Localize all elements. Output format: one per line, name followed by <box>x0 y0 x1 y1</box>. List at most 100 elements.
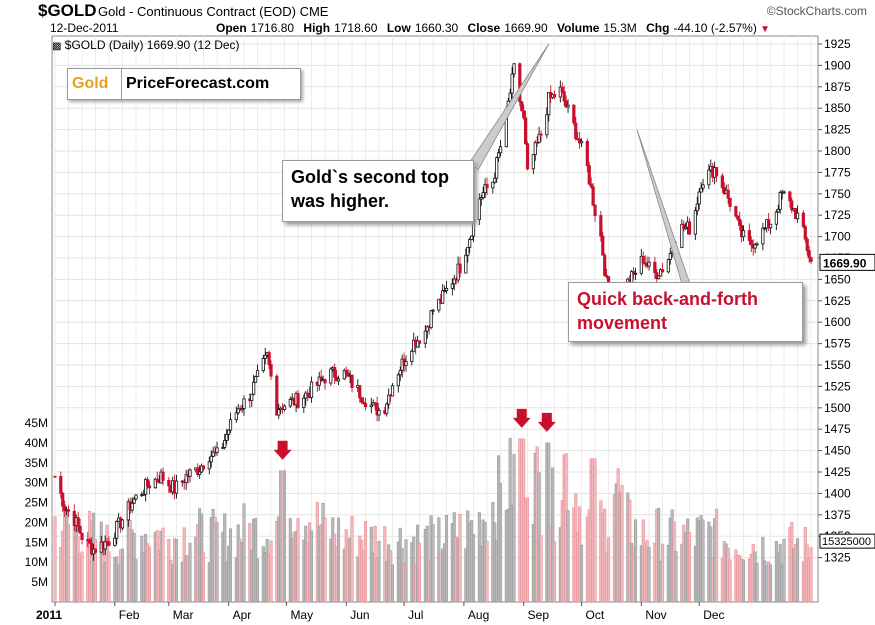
candle-body <box>552 94 557 98</box>
candle-body <box>130 502 134 511</box>
price-candle <box>552 90 557 100</box>
price-candle <box>211 446 215 458</box>
price-candle <box>429 310 433 330</box>
volume-bar <box>809 547 813 603</box>
candle-body <box>801 212 805 228</box>
price-candle <box>734 205 738 218</box>
volume-tick-label: 25M <box>25 496 48 510</box>
volume-bar <box>229 528 233 603</box>
price-candle <box>498 139 503 157</box>
price-candle <box>375 396 379 422</box>
price-candle <box>481 186 485 200</box>
last-price-label: 1669.90 <box>823 256 867 270</box>
candle-body <box>493 177 497 183</box>
candle-body <box>657 275 661 280</box>
price-candle <box>468 237 472 254</box>
down-arrow-icon <box>537 412 556 432</box>
date-tick-label: Jun <box>350 608 369 622</box>
candle-body <box>560 86 564 93</box>
volume-tick-label: 5M <box>31 575 48 589</box>
price-candle <box>336 375 341 386</box>
candle-body <box>747 230 751 241</box>
candle-body <box>761 227 765 245</box>
price-candle <box>342 368 346 381</box>
candle-body <box>120 519 125 529</box>
price-candle <box>61 491 65 513</box>
candle-body <box>302 397 306 408</box>
price-candle <box>531 154 535 175</box>
price-candle <box>641 251 645 265</box>
price-candle <box>682 220 686 232</box>
price-candle <box>263 347 267 365</box>
candle-body <box>479 197 483 200</box>
price-tick-label: 1450 <box>824 444 851 458</box>
candle-body <box>375 402 379 416</box>
price-candle <box>319 369 323 383</box>
candle-body <box>807 250 811 259</box>
candle-body <box>234 412 238 421</box>
candle-body <box>103 541 107 550</box>
candle-body <box>416 340 420 348</box>
price-candle <box>741 225 746 242</box>
candle-body <box>93 548 98 553</box>
price-tick-label: 1575 <box>824 337 851 351</box>
price-candle <box>209 450 213 468</box>
candle-body <box>466 247 470 256</box>
candle-body <box>61 492 65 507</box>
price-candle <box>167 477 171 494</box>
chg-label: Chg <box>646 21 670 35</box>
candle-body <box>363 403 368 408</box>
price-candle <box>362 396 366 405</box>
candle-body <box>778 192 782 210</box>
price-candle <box>495 156 499 183</box>
price-candle <box>142 489 146 496</box>
candle-body <box>736 215 740 220</box>
candle-body <box>410 350 414 363</box>
volume-bar <box>53 516 57 603</box>
price-candle <box>236 403 240 415</box>
candle-body <box>396 374 400 387</box>
volume-bar <box>323 517 327 603</box>
volume-bar <box>215 522 219 603</box>
volume-tick-label: 35M <box>25 456 48 470</box>
price-candle <box>396 372 400 393</box>
price-candle <box>763 227 767 231</box>
candle-body <box>687 221 692 235</box>
price-candle <box>126 498 130 527</box>
date-tick-label: Aug <box>468 608 489 622</box>
candle-body <box>566 104 570 108</box>
price-candle <box>221 442 225 450</box>
candle-body <box>697 191 701 205</box>
price-candle <box>198 465 202 479</box>
candle-body <box>369 404 373 408</box>
candle-body <box>142 493 146 496</box>
volume-bar <box>674 551 678 603</box>
candle-body <box>253 376 258 383</box>
candle-body <box>647 261 651 267</box>
volume-bar <box>391 564 395 603</box>
candle-body <box>520 101 524 112</box>
volume-bar <box>742 559 746 603</box>
candle-body <box>282 405 287 411</box>
price-candle <box>603 253 607 277</box>
price-tick-label: 1425 <box>824 465 851 479</box>
volume-bar <box>269 540 273 603</box>
price-candle <box>525 141 530 171</box>
candle-body <box>547 91 551 116</box>
candle-body <box>591 186 595 206</box>
price-candle <box>63 500 67 517</box>
volume-bar <box>728 559 732 603</box>
candle-body <box>275 375 279 416</box>
price-tick-label: 1825 <box>824 123 851 137</box>
candle-body <box>659 269 663 277</box>
price-candle <box>250 393 254 408</box>
volume-bar <box>418 542 422 603</box>
volume-tick-label: 45M <box>25 416 48 430</box>
price-candle <box>589 177 593 189</box>
volume-bar <box>223 513 227 603</box>
price-candle <box>562 85 566 107</box>
price-candle <box>749 236 753 252</box>
candle-body <box>263 354 267 359</box>
callout-second-top: Gold`s second top was higher. <box>282 160 474 222</box>
price-tick-label: 1550 <box>824 358 851 372</box>
